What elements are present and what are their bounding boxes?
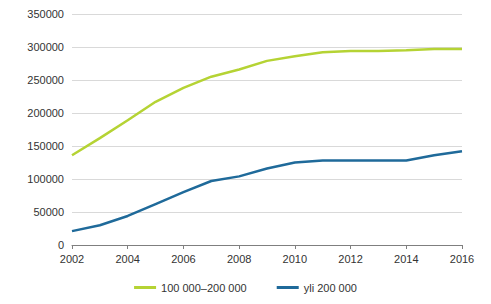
svg-text:200000: 200000 [27,107,64,119]
svg-text:2002: 2002 [60,253,84,265]
svg-text:2008: 2008 [227,253,251,265]
svg-text:350000: 350000 [27,8,64,20]
svg-text:2006: 2006 [171,253,195,265]
svg-text:250000: 250000 [27,74,64,86]
svg-text:150000: 150000 [27,140,64,152]
svg-text:2010: 2010 [283,253,307,265]
svg-text:2014: 2014 [394,253,418,265]
svg-text:100000: 100000 [27,173,64,185]
svg-text:2004: 2004 [115,253,139,265]
svg-text:50000: 50000 [33,206,64,218]
svg-text:yli 200 000: yli 200 000 [304,282,357,294]
svg-text:2012: 2012 [338,253,362,265]
svg-text:2016: 2016 [450,253,474,265]
svg-text:300000: 300000 [27,41,64,53]
svg-text:0: 0 [58,239,64,251]
svg-text:100 000–200 000: 100 000–200 000 [161,282,247,294]
